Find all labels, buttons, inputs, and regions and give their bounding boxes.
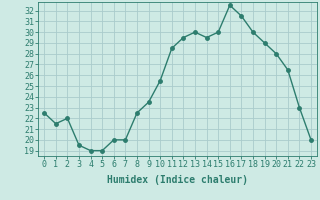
X-axis label: Humidex (Indice chaleur): Humidex (Indice chaleur) — [107, 175, 248, 185]
